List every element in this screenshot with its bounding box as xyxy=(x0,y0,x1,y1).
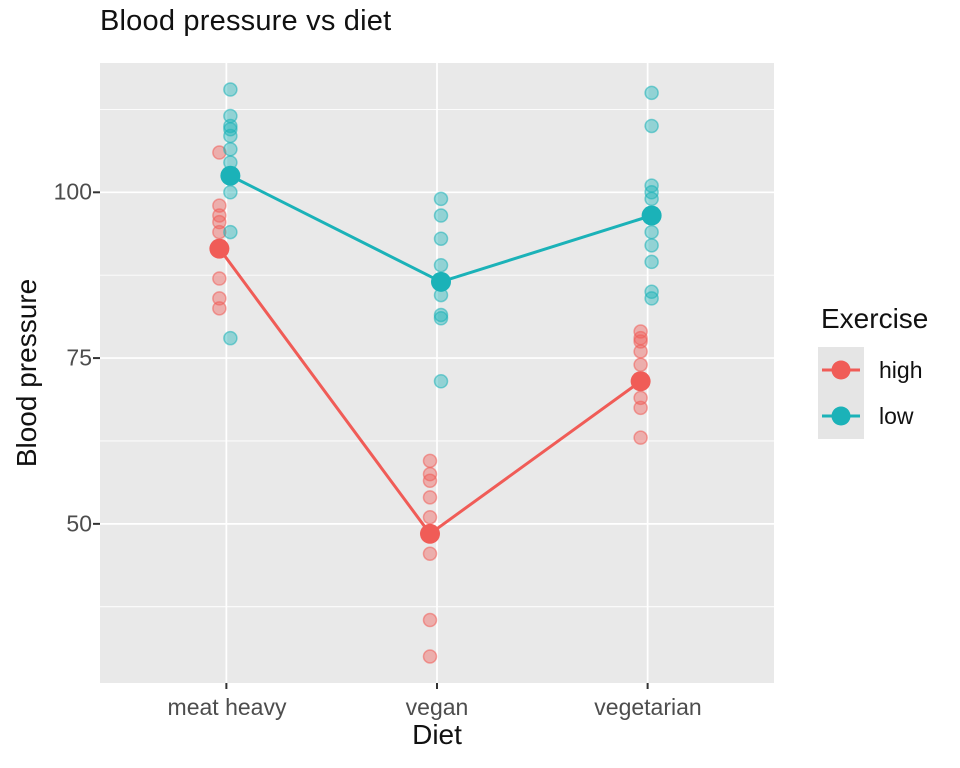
y-tick-label-50: 50 xyxy=(66,510,92,537)
legend-entry-low: low xyxy=(818,393,928,439)
y-tick-label-100: 100 xyxy=(53,178,92,205)
legend: Exercise high low xyxy=(818,303,928,439)
y-tick-label-75: 75 xyxy=(66,344,92,371)
page-title: Blood pressure vs diet xyxy=(100,5,392,37)
legend-dot-high-icon xyxy=(831,360,851,380)
legend-entry-high: high xyxy=(818,347,928,393)
x-tick-label-vegetarian: vegetarian xyxy=(594,694,702,720)
x-tick-label-meat-heavy: meat heavy xyxy=(167,694,287,720)
legend-label-high: high xyxy=(879,356,923,383)
y-axis-title: Blood pressure xyxy=(11,278,42,468)
legend-key-low xyxy=(818,393,864,439)
x-tick-label-vegan: vegan xyxy=(405,694,469,720)
legend-key-high xyxy=(818,347,864,393)
legend-label-low: low xyxy=(879,402,914,429)
x-axis-title: Diet xyxy=(412,719,462,750)
legend-title: Exercise xyxy=(821,303,929,334)
legend-dot-low-icon xyxy=(831,406,851,426)
